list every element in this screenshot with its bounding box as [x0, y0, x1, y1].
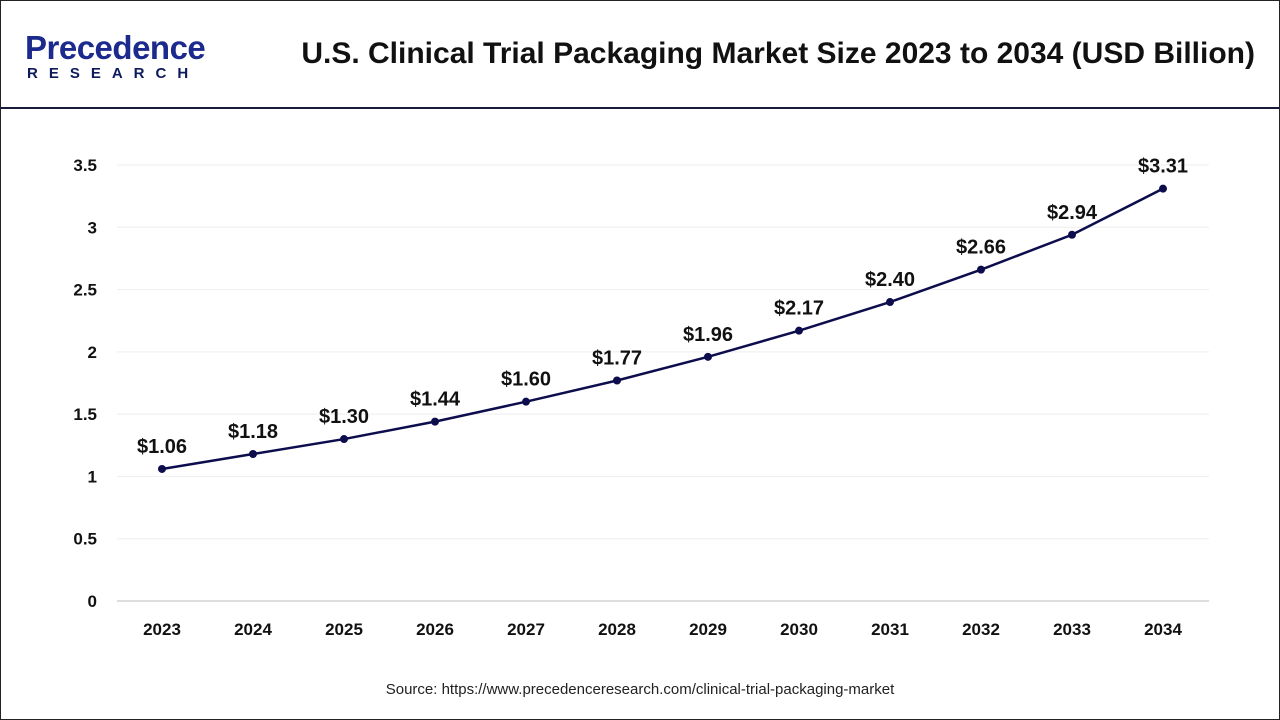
- x-tick-label: 2024: [234, 620, 272, 639]
- y-tick-label: 3.5: [73, 156, 97, 175]
- data-point: [158, 464, 166, 473]
- data-label: $1.30: [319, 406, 369, 428]
- data-point: [704, 352, 712, 361]
- data-label: $1.77: [592, 348, 642, 370]
- x-tick-label: 2029: [689, 620, 727, 639]
- x-tick-label: 2031: [871, 620, 909, 639]
- data-label: $2.17: [774, 298, 824, 320]
- chart-title: U.S. Clinical Trial Packaging Market Siz…: [301, 37, 1255, 70]
- x-tick-label: 2023: [143, 620, 181, 639]
- x-tick-label: 2028: [598, 620, 636, 639]
- data-point: [613, 376, 621, 385]
- data-label: $2.40: [865, 269, 915, 291]
- y-tick-label: 0: [88, 592, 97, 611]
- y-tick-label: 1.5: [73, 405, 97, 424]
- data-label: $1.06: [137, 436, 187, 458]
- logo-main: Precedence: [25, 29, 206, 66]
- data-point: [431, 417, 439, 426]
- y-tick-label: 3: [88, 218, 97, 237]
- data-point: [249, 450, 257, 459]
- data-label: $1.60: [501, 369, 551, 391]
- y-tick-label: 1: [88, 467, 97, 486]
- x-tick-label: 2030: [780, 620, 818, 639]
- x-tick-label: 2032: [962, 620, 1000, 639]
- x-tick-label: 2026: [416, 620, 454, 639]
- data-label: $1.44: [410, 389, 461, 411]
- x-tick-label: 2025: [325, 620, 363, 639]
- data-point: [886, 298, 894, 307]
- data-point: [340, 435, 348, 444]
- x-tick-label: 2033: [1053, 620, 1091, 639]
- header: Precedence RESEARCH U.S. Clinical Trial …: [1, 1, 1279, 109]
- source-note: Source: https://www.precedenceresearch.c…: [385, 681, 895, 698]
- data-label: $2.94: [1047, 202, 1098, 224]
- x-tick-label: 2027: [507, 620, 545, 639]
- logo: Precedence RESEARCH: [25, 29, 206, 83]
- data-label: $1.18: [228, 421, 278, 443]
- series-line: [161, 187, 1164, 471]
- data-label: $1.96: [683, 324, 733, 346]
- x-tick-label: 2034: [1144, 620, 1182, 639]
- data-point: [977, 265, 985, 274]
- data-point: [795, 326, 803, 335]
- data-point: [1159, 184, 1167, 193]
- logo-sub: RESEARCH: [27, 65, 200, 82]
- y-tick-label: 2: [88, 343, 97, 362]
- data-label: $2.66: [956, 237, 1006, 259]
- data-label: $3.31: [1138, 156, 1188, 178]
- data-point: [1068, 230, 1076, 239]
- y-tick-label: 2.5: [73, 281, 97, 300]
- y-tick-label: 0.5: [73, 530, 97, 549]
- data-point: [522, 397, 530, 406]
